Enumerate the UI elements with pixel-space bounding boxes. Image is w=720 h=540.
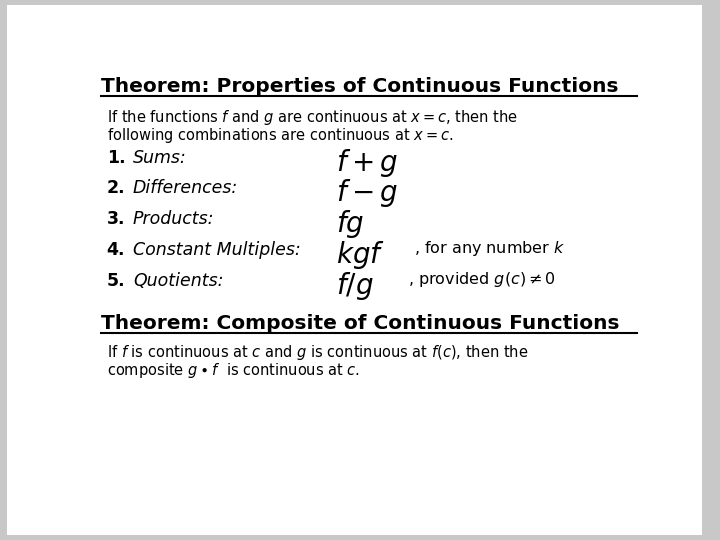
- Text: Theorem: Properties of Continuous Functions: Theorem: Properties of Continuous Functi…: [101, 77, 618, 96]
- Text: Differences:: Differences:: [133, 179, 238, 197]
- Text: Constant Multiples:: Constant Multiples:: [133, 241, 301, 259]
- Text: Theorem: Composite of Continuous Functions: Theorem: Composite of Continuous Functio…: [101, 314, 620, 333]
- Text: $fg$: $fg$: [336, 208, 364, 240]
- Text: If $f$ is continuous at $c$ and $g$ is continuous at $f(c)$, then the: If $f$ is continuous at $c$ and $g$ is c…: [107, 343, 528, 362]
- Text: , for any number $k$: , for any number $k$: [414, 239, 564, 258]
- Text: $f+g$: $f+g$: [336, 147, 398, 179]
- Text: Quotients:: Quotients:: [133, 272, 223, 290]
- Text: 4.: 4.: [107, 241, 125, 259]
- Text: Products:: Products:: [133, 210, 215, 228]
- Text: $f/g$: $f/g$: [336, 270, 373, 302]
- Text: $kgf$: $kgf$: [336, 239, 384, 271]
- Text: 3.: 3.: [107, 210, 125, 228]
- Text: Sums:: Sums:: [133, 149, 186, 167]
- Text: 5.: 5.: [107, 272, 125, 290]
- Text: 1.: 1.: [107, 149, 125, 167]
- Text: following combinations are continuous at $x = c$.: following combinations are continuous at…: [107, 126, 453, 145]
- Text: $f-g$: $f-g$: [336, 177, 398, 208]
- Text: composite $g \bullet f$  is continuous at $c$.: composite $g \bullet f$ is continuous at…: [107, 361, 360, 380]
- Text: If the functions $f$ and $g$ are continuous at $x = c$, then the: If the functions $f$ and $g$ are continu…: [107, 109, 518, 127]
- Text: , provided $g\left(c\right)\neq 0$: , provided $g\left(c\right)\neq 0$: [408, 270, 556, 289]
- Text: 2.: 2.: [107, 179, 125, 197]
